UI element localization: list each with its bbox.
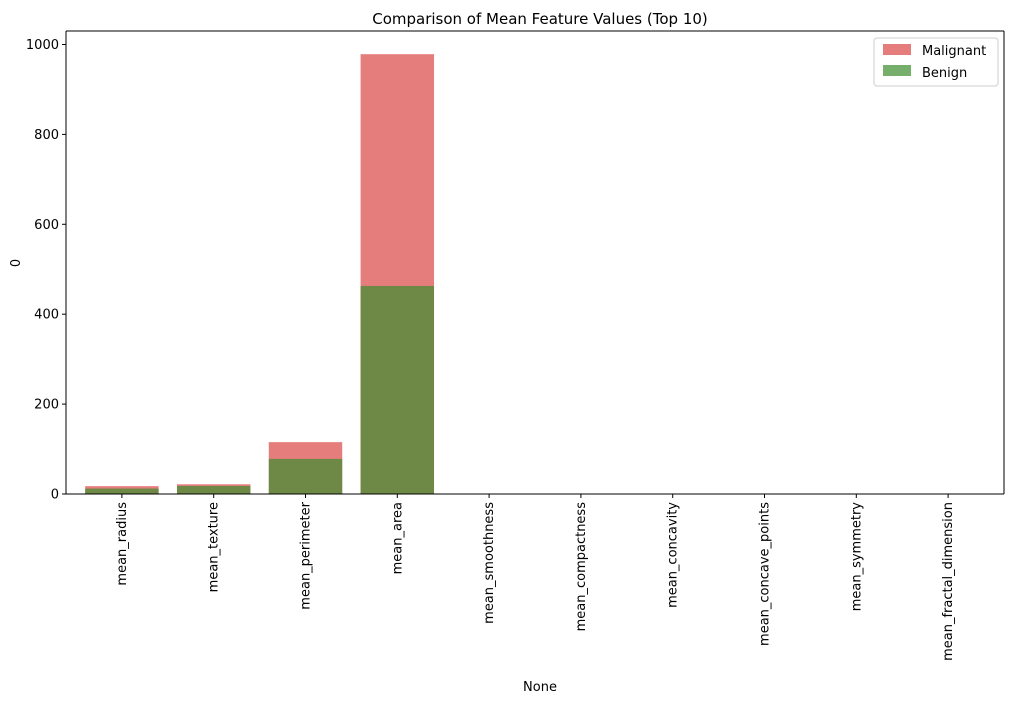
- legend-label-malignant: Malignant: [922, 44, 986, 59]
- x-tick-label: mean_texture: [207, 502, 222, 592]
- x-tick-label: mean_symmetry: [849, 502, 864, 612]
- legend-swatch-malignant: [883, 44, 911, 55]
- x-tick-label: mean_smoothness: [482, 502, 497, 624]
- x-axis-label: None: [523, 680, 557, 695]
- y-tick-label: 0: [51, 488, 59, 503]
- y-tick-label: 400: [34, 308, 59, 323]
- y-tick-label: 1000: [26, 38, 59, 53]
- y-tick-label: 800: [34, 128, 59, 143]
- legend: Malignant Benign: [873, 37, 999, 87]
- legend-label-benign: Benign: [922, 66, 967, 81]
- x-tick-label: mean_concavity: [666, 502, 681, 608]
- y-ticks: 0 200 400 600 800 1000: [26, 38, 66, 503]
- y-tick-label: 600: [34, 218, 59, 233]
- legend-swatch-benign: [883, 65, 911, 76]
- x-ticks: mean_radius mean_texture mean_perimeter mea…: [115, 494, 956, 661]
- bar-benign-mean_area: [360, 285, 435, 494]
- series-benign: [85, 285, 985, 494]
- series-malignant: [85, 54, 985, 495]
- x-tick-label: mean_radius: [115, 502, 130, 586]
- bar-benign-mean_texture: [176, 485, 251, 494]
- y-axis-label: 0: [9, 259, 24, 267]
- x-tick-label: mean_concave_points: [758, 502, 773, 646]
- bars-layer: [85, 54, 985, 495]
- chart-title: Comparison of Mean Feature Values (Top 1…: [372, 10, 708, 28]
- bar-benign-mean_radius: [85, 488, 159, 494]
- x-tick-label: mean_perimeter: [299, 501, 314, 609]
- bar-benign-mean_perimeter: [268, 458, 343, 494]
- x-tick-label: mean_area: [390, 502, 405, 574]
- x-tick-label: mean_compactness: [574, 502, 589, 632]
- y-tick-label: 200: [34, 398, 59, 413]
- x-tick-label: mean_fractal_dimension: [941, 502, 956, 661]
